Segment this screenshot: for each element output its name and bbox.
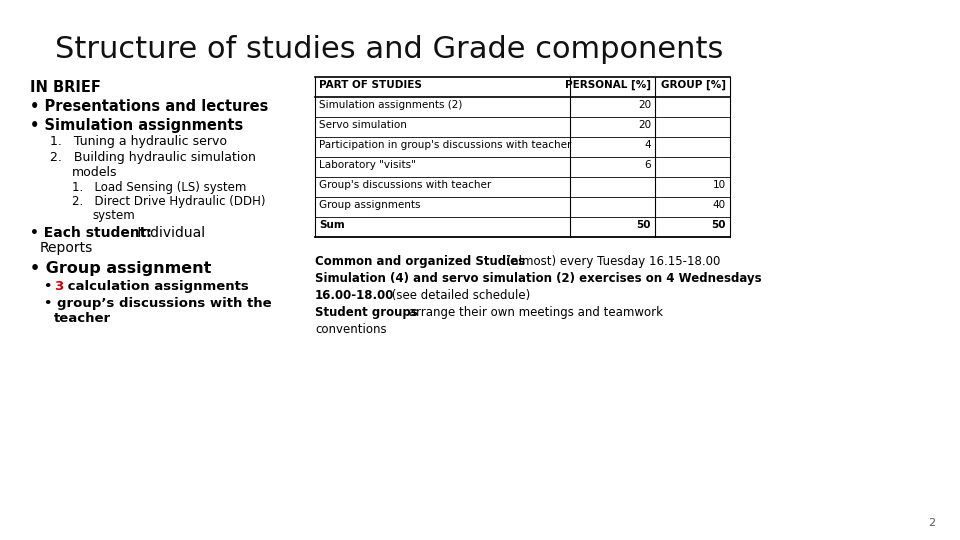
Text: 10: 10 (713, 180, 726, 190)
Text: • group’s discussions with the: • group’s discussions with the (44, 297, 272, 310)
Text: Laboratory "visits": Laboratory "visits" (319, 160, 416, 170)
Text: 1.   Tuning a hydraulic servo: 1. Tuning a hydraulic servo (50, 135, 227, 148)
Text: system: system (92, 209, 134, 222)
Text: PART OF STUDIES: PART OF STUDIES (319, 80, 421, 90)
Text: Reports: Reports (40, 241, 93, 255)
Text: 16.00-18.00: 16.00-18.00 (315, 289, 395, 302)
Text: Group's discussions with teacher: Group's discussions with teacher (319, 180, 492, 190)
Text: 1.   Load Sensing (LS) system: 1. Load Sensing (LS) system (72, 181, 247, 194)
Text: conventions: conventions (315, 323, 387, 336)
Text: 50: 50 (636, 220, 651, 230)
Text: Common and organized Studies: Common and organized Studies (315, 255, 525, 268)
Text: 20: 20 (637, 120, 651, 130)
Text: 3: 3 (54, 280, 63, 293)
Text: • Group assignment: • Group assignment (30, 261, 211, 276)
Text: 40: 40 (713, 200, 726, 210)
Text: Structure of studies and Grade components: Structure of studies and Grade component… (55, 35, 724, 64)
Text: calculation assignments: calculation assignments (63, 280, 249, 293)
Text: Sum: Sum (319, 220, 345, 230)
Text: Student groups: Student groups (315, 306, 418, 319)
Text: Simulation (4) and servo simulation (2) exercises on 4 Wednesdays: Simulation (4) and servo simulation (2) … (315, 272, 761, 285)
Text: GROUP [%]: GROUP [%] (661, 80, 726, 90)
Text: IN BRIEF: IN BRIEF (30, 80, 101, 95)
Text: 4: 4 (644, 140, 651, 150)
Text: 20: 20 (637, 100, 651, 110)
Text: Participation in group's discussions with teacher: Participation in group's discussions wit… (319, 140, 571, 150)
Text: 2.   Building hydraulic simulation: 2. Building hydraulic simulation (50, 151, 256, 164)
Text: • Presentations and lectures: • Presentations and lectures (30, 99, 269, 114)
Text: models: models (72, 166, 117, 179)
Text: • Simulation assignments: • Simulation assignments (30, 118, 243, 133)
Text: arrange their own meetings and teamwork: arrange their own meetings and teamwork (405, 306, 663, 319)
Text: PERSONAL [%]: PERSONAL [%] (565, 80, 651, 90)
Text: Group assignments: Group assignments (319, 200, 420, 210)
Text: (almost) every Tuesday 16.15-18.00: (almost) every Tuesday 16.15-18.00 (503, 255, 720, 268)
Text: • Each student:: • Each student: (30, 226, 152, 240)
Text: 6: 6 (644, 160, 651, 170)
Text: teacher: teacher (54, 312, 111, 325)
Text: (see detailed schedule): (see detailed schedule) (388, 289, 530, 302)
Text: 2.   Direct Drive Hydraulic (DDH): 2. Direct Drive Hydraulic (DDH) (72, 195, 266, 208)
Text: •: • (44, 280, 57, 293)
Text: 2: 2 (928, 518, 935, 528)
Text: 50: 50 (711, 220, 726, 230)
Text: Servo simulation: Servo simulation (319, 120, 407, 130)
Text: Individual: Individual (133, 226, 205, 240)
Text: Simulation assignments (2): Simulation assignments (2) (319, 100, 463, 110)
